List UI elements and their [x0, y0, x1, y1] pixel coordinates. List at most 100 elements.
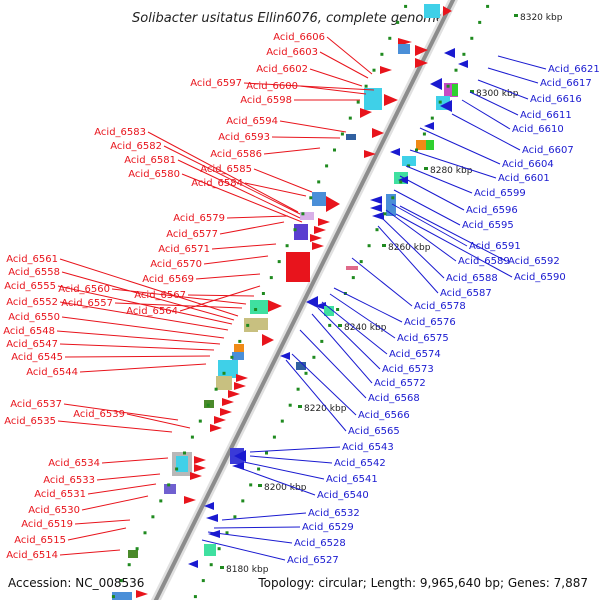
gene-block: [398, 44, 410, 54]
gene-arrow: [268, 300, 282, 312]
kbp-tick: [220, 566, 224, 569]
gene-leader-line: [67, 527, 127, 541]
scale-tick: [388, 36, 392, 40]
gene-label-right: Acid_6592: [508, 256, 560, 267]
gene-label-right: Acid_6590: [514, 272, 566, 283]
gene-arrow: [208, 530, 220, 538]
gene-label-right: Acid_6595: [462, 220, 514, 231]
gene-leader-line: [299, 329, 367, 399]
gene-label-left: Acid_6577: [166, 229, 218, 240]
scale-tick: [111, 595, 115, 599]
gene-block: [300, 212, 314, 220]
gene-arrow: [214, 416, 226, 424]
scale-tick: [422, 132, 426, 136]
scale-tick: [293, 228, 297, 232]
scale-tick: [280, 419, 284, 423]
gene-leader-line: [177, 159, 301, 219]
gene-leader-line: [213, 526, 301, 529]
gene-block: [286, 252, 310, 282]
gene-leader-line: [221, 512, 307, 521]
gene-leader-line: [57, 285, 233, 325]
scale-ticks: [111, 4, 490, 599]
gene-leader-line: [61, 271, 235, 321]
scale-tick: [230, 355, 234, 359]
gene-arrow: [194, 464, 206, 472]
gene-block: [234, 344, 244, 352]
kbp-label: 8280 kbp: [430, 166, 473, 176]
gene-block: [424, 4, 440, 18]
gene-label-right: Acid_6542: [334, 458, 386, 469]
scale-tick: [372, 68, 376, 72]
gene-label-right: Acid_6532: [308, 508, 360, 519]
gene-leader-line: [263, 147, 321, 155]
gene-label-right: Acid_6566: [358, 410, 410, 421]
gene-label-right: Acid_6607: [522, 145, 574, 156]
gene-label-left: Acid_6585: [200, 164, 252, 175]
kbp-tick: [424, 167, 428, 170]
scale-tick: [201, 579, 205, 583]
scale-tick: [333, 148, 336, 152]
gene-block: [364, 88, 382, 110]
scale-tick: [272, 435, 276, 439]
gene-leader-line: [114, 302, 243, 309]
gene-label-left: Acid_6530: [28, 505, 80, 516]
gene-label-left: Acid_6519: [21, 519, 73, 530]
scale-tick: [265, 451, 268, 455]
gene-label-right: Acid_6588: [446, 273, 498, 284]
gene-leader-line: [299, 85, 367, 95]
scale-tick: [364, 84, 368, 88]
gene-label-right: Acid_6575: [397, 333, 449, 344]
gene-label-right: Acid_6591: [469, 241, 521, 252]
gene-label-left: Acid_6594: [226, 116, 278, 127]
gene-label-left: Acid_6555: [4, 281, 56, 292]
scale-tick: [209, 563, 213, 567]
scale-tick: [383, 212, 387, 216]
gene-label-left: Acid_6569: [142, 274, 194, 285]
gene-leader-line: [329, 293, 396, 339]
kbp-tick: [338, 324, 342, 327]
scale-tick: [198, 419, 202, 423]
gene-leader-line: [271, 136, 341, 139]
scale-tick: [222, 371, 226, 375]
gene-block: [386, 194, 396, 216]
gene-label-left: Acid_6598: [240, 95, 292, 106]
gene-arrow: [370, 196, 382, 204]
gene-label-left: Acid_6548: [3, 326, 55, 337]
gene-arrow: [220, 408, 232, 416]
scale-tick: [143, 531, 147, 535]
gene-leader-line: [405, 165, 473, 194]
gene-label-left: Acid_6600: [246, 81, 298, 92]
scale-tick: [193, 595, 197, 599]
gene-arrow: [415, 58, 428, 68]
scale-tick: [309, 196, 313, 200]
gene-label-left: Acid_6597: [190, 78, 242, 89]
gene-arrow: [430, 78, 442, 90]
gene-leader-line: [179, 285, 261, 312]
gene-leader-line: [326, 36, 373, 75]
gene-label-left: Acid_6570: [150, 259, 202, 270]
gene-arrow: [306, 296, 318, 308]
gene-label-right: Acid_6529: [302, 522, 354, 533]
scale-tick: [254, 308, 258, 311]
gene-block: [112, 592, 132, 600]
gene-block: [452, 84, 458, 96]
gene-leader-line: [87, 483, 157, 495]
gene-label-right: Acid_6527: [287, 555, 339, 566]
scale-tick: [175, 467, 179, 471]
gene-leader-line: [395, 213, 513, 278]
gene-leader-line: [317, 307, 381, 370]
scale-tick: [317, 180, 321, 184]
scale-tick: [454, 68, 458, 72]
gene-label-left: Acid_6564: [126, 306, 178, 317]
scale-tick: [325, 164, 329, 168]
gene-leader-line: [399, 175, 465, 211]
scale-tick: [246, 323, 250, 327]
gene-label-left: Acid_6560: [58, 284, 110, 295]
gene-arrow: [415, 45, 428, 56]
scale-tick: [486, 4, 490, 8]
gene-leader-line: [309, 68, 363, 87]
gene-leader-line: [207, 531, 293, 544]
gene-label-right: Acid_6578: [414, 301, 466, 312]
scale-tick: [190, 435, 194, 439]
kbp-label: 8320 kbp: [520, 13, 563, 23]
